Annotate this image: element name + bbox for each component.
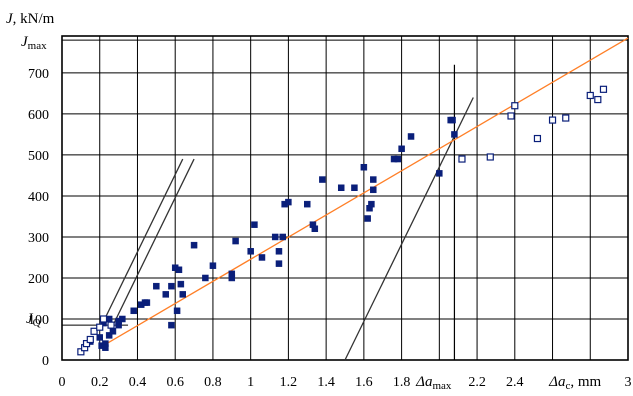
x-tick-label: 2.4 — [506, 375, 524, 390]
data-point-open — [507, 112, 515, 120]
y-tick-label: 700 — [28, 67, 49, 82]
construction-line — [99, 158, 184, 330]
data-point-open — [82, 339, 91, 348]
data-point-filled — [436, 170, 443, 177]
data-point-filled — [119, 315, 126, 323]
data-point-filled — [96, 334, 103, 341]
data-point-filled — [168, 282, 175, 290]
data-point-open — [458, 155, 466, 163]
data-point-filled — [102, 344, 109, 351]
data-point-filled — [398, 145, 405, 153]
data-point-filled — [105, 332, 113, 339]
data-point-filled — [370, 176, 377, 183]
x-tick-label: 1.2 — [280, 375, 298, 390]
data-point-filled — [173, 307, 181, 315]
construction-line — [110, 158, 195, 330]
y-tick-label: 200 — [28, 272, 49, 287]
data-point-open — [107, 321, 115, 329]
data-point-open — [77, 348, 85, 356]
data-point-filled — [179, 291, 186, 298]
data-point-filled — [190, 241, 198, 249]
data-point-filled — [311, 225, 319, 233]
x-tick-label: 0.4 — [129, 375, 147, 390]
data-point-open — [90, 327, 98, 335]
data-point-filled — [394, 155, 402, 163]
data-point-open — [99, 315, 108, 323]
x-tick-label: 1.4 — [317, 375, 335, 390]
data-point-filled — [407, 133, 415, 140]
data-point-filled — [177, 280, 185, 288]
data-point-filled — [168, 321, 175, 329]
damax-label: Δamax — [415, 374, 452, 392]
x-tick-label: 0.6 — [166, 375, 184, 390]
data-point-filled — [247, 248, 254, 255]
data-point-filled — [251, 221, 258, 228]
data-point-filled — [209, 262, 217, 269]
data-point-filled — [285, 198, 292, 206]
data-point-filled — [228, 274, 236, 282]
y-tick-label: 0 — [42, 354, 49, 369]
data-point-open — [533, 134, 542, 143]
data-point-filled — [360, 163, 368, 171]
data-point-filled — [449, 116, 456, 124]
x-tick-labels: 0 0.2 0.4 0.6 0.8 1 1.2 1.4 1.6 1.8 2.2 2.4 3 — [59, 375, 632, 390]
data-point-open — [96, 323, 104, 331]
data-point-filled — [275, 248, 283, 255]
x-tick-label: 1.6 — [355, 375, 373, 390]
data-point-filled — [271, 233, 279, 241]
construction-lines — [99, 97, 474, 361]
data-point-filled — [109, 328, 117, 335]
data-point-filled — [258, 254, 266, 261]
x-tick-label: 3 — [625, 375, 632, 390]
data-point-open — [486, 153, 494, 161]
data-point-filled — [162, 291, 170, 298]
y-tick-label: 600 — [28, 108, 49, 123]
data-point-open — [562, 114, 570, 122]
data-point-filled — [279, 233, 286, 241]
data-point-open — [511, 102, 519, 110]
y-tick-label: 300 — [28, 231, 49, 246]
y-tick-label: 100 — [28, 313, 49, 328]
data-point-open — [586, 91, 594, 100]
data-point-filled — [304, 200, 311, 208]
axis-labels: J, kN/m Jmax JQ Δamax Δac, mm — [6, 11, 602, 392]
x-tick-label: 2.2 — [468, 375, 486, 390]
data-point-filled — [175, 266, 183, 274]
regression-line — [99, 37, 629, 349]
data-point-filled — [368, 200, 375, 208]
data-point-open — [86, 335, 94, 344]
data-point-filled — [232, 237, 239, 245]
data-point-open — [599, 85, 608, 93]
data-point-filled — [337, 184, 345, 191]
x-tick-label: 0 — [59, 375, 66, 390]
data-point-filled — [351, 184, 358, 191]
data-point-filled — [451, 131, 458, 138]
y-axis-label: J, kN/m — [6, 11, 55, 27]
grid — [62, 36, 628, 360]
x-axis-label: Δac, mm — [548, 374, 601, 392]
y-tick-labels: 0 100 200 300 400 500 600 700 — [28, 67, 49, 369]
data-point-filled — [319, 176, 326, 183]
data-point-open — [594, 95, 602, 104]
x-tick-label: 0.2 — [91, 375, 109, 390]
y-tick-label: 500 — [28, 149, 49, 164]
data-point-filled — [143, 299, 151, 306]
data-point-filled — [370, 186, 377, 194]
plot-frame — [61, 35, 629, 361]
x-tick-label: 1.8 — [393, 375, 411, 390]
data-points — [77, 85, 608, 356]
data-point-filled — [202, 274, 209, 282]
jmax-label: Jmax — [21, 34, 47, 52]
jq-label: JQ — [26, 311, 41, 329]
x-tick-label: 1 — [247, 375, 254, 390]
data-point-filled — [130, 307, 137, 315]
data-point-filled — [153, 282, 160, 290]
y-tick-label: 400 — [28, 190, 49, 205]
x-tick-label: 0.8 — [204, 375, 222, 390]
data-point-filled — [275, 260, 283, 267]
data-point-filled — [364, 215, 371, 222]
data-point-open — [548, 116, 557, 124]
